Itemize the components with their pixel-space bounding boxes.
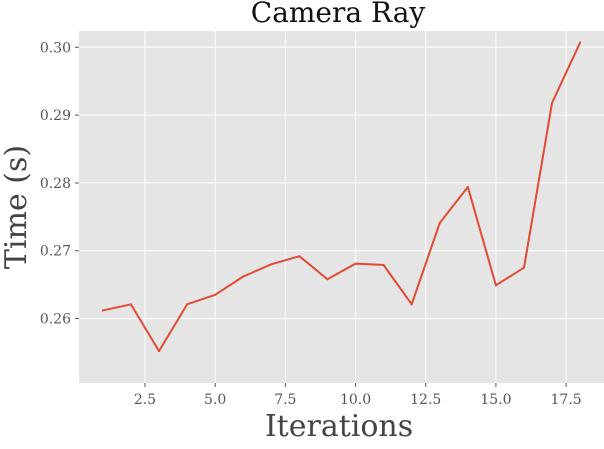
data-point <box>158 350 161 353</box>
data-point <box>270 263 273 266</box>
data-point <box>129 303 132 306</box>
data-point <box>354 262 357 265</box>
data-point <box>101 309 104 312</box>
x-tick-label: 12.5 <box>410 392 441 408</box>
series-line-0 <box>101 41 582 353</box>
data-point <box>410 303 413 306</box>
data-point <box>438 221 441 224</box>
y-tick-label: 0.30 <box>40 40 71 56</box>
x-tick-label: 15.0 <box>480 392 511 408</box>
chart-title: Camera Ray <box>251 0 426 29</box>
x-axis-label: Iterations <box>265 409 413 444</box>
y-tick-label: 0.27 <box>40 244 71 260</box>
y-axis-label: Time (s) <box>0 145 34 269</box>
y-tick-label: 0.29 <box>40 108 71 124</box>
x-tick-label: 10.0 <box>340 392 371 408</box>
x-tick-label: 17.5 <box>551 392 582 408</box>
data-point <box>186 303 189 306</box>
data-point <box>242 275 245 278</box>
data-point <box>466 185 469 188</box>
grid-lines <box>79 31 604 383</box>
data-point <box>522 266 525 269</box>
x-tick-label: 5.0 <box>204 392 226 408</box>
data-point <box>214 293 217 296</box>
x-tick-label: 2.5 <box>134 392 156 408</box>
y-tick-labels: 0.26 0.27 0.28 0.29 0.30 <box>40 40 79 328</box>
x-tick-labels: 2.5 5.0 7.5 10.0 12.5 15.0 17.5 <box>134 383 582 408</box>
data-point <box>579 41 582 44</box>
data-point <box>494 284 497 287</box>
y-tick-label: 0.28 <box>40 176 71 192</box>
data-point <box>326 278 329 281</box>
data-point <box>551 101 554 104</box>
data-point <box>382 263 385 266</box>
data-point <box>298 255 301 258</box>
x-tick-label: 7.5 <box>274 392 296 408</box>
plot-area <box>79 31 604 383</box>
series-layer <box>101 41 582 353</box>
y-tick-label: 0.26 <box>40 312 71 328</box>
